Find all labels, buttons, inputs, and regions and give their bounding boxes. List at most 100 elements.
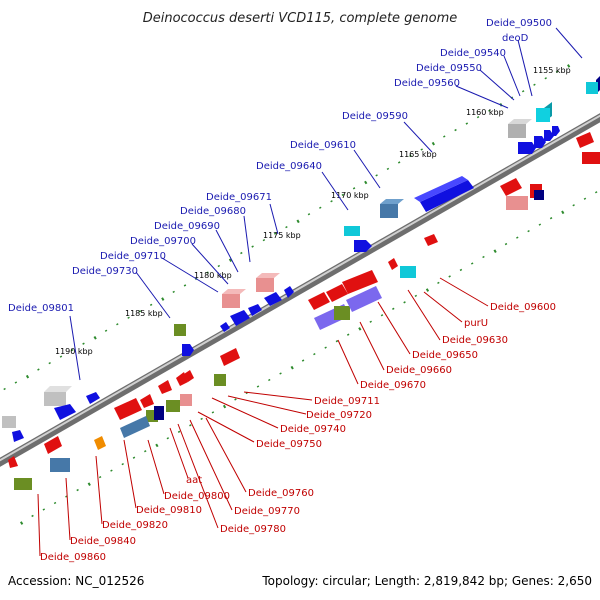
scale-dot — [127, 316, 130, 319]
gene-block[interactable] — [424, 234, 438, 246]
gene-block[interactable] — [576, 132, 594, 148]
gene-block[interactable] — [414, 176, 474, 212]
gene-block[interactable] — [230, 310, 250, 326]
gene-block[interactable] — [114, 398, 142, 420]
gene-block[interactable] — [400, 266, 416, 278]
gene-block[interactable] — [264, 292, 282, 306]
gene-block[interactable] — [500, 178, 522, 196]
gene-block[interactable] — [12, 430, 24, 442]
gene-block[interactable] — [346, 286, 382, 312]
scale-dot — [561, 210, 565, 215]
scale-dot — [330, 200, 333, 203]
tick-label: 1180 kbp — [194, 271, 232, 280]
gene-label: deoD — [502, 33, 529, 44]
scale-dot — [93, 336, 97, 340]
tick-label: 1185 kbp — [125, 309, 163, 318]
scale-dot — [53, 501, 57, 505]
gene-labels-bottom: Deide_09600 purU Deide_09630 Deide_09650… — [40, 302, 556, 563]
gene-block[interactable] — [248, 304, 262, 316]
gene-label: Deide_09730 — [72, 266, 138, 277]
gene-block[interactable] — [508, 119, 532, 138]
scale-dot — [544, 77, 547, 80]
gene-block[interactable] — [14, 478, 32, 490]
scale-dot — [567, 64, 571, 68]
gene-block[interactable] — [354, 240, 372, 252]
scale-dot — [482, 255, 485, 259]
gene-block[interactable] — [530, 184, 544, 200]
gene-block[interactable] — [380, 199, 404, 218]
gene-label: Deide_09690 — [154, 221, 220, 232]
gene-label: Deide_09740 — [280, 424, 346, 435]
gene-label: Deide_09610 — [290, 140, 356, 151]
scale-dot — [189, 424, 192, 427]
gene-block[interactable] — [334, 306, 350, 320]
gene-block[interactable] — [140, 394, 154, 408]
scale-dot — [183, 284, 187, 287]
gene-label: Deide_09550 — [416, 63, 482, 74]
gene-block[interactable] — [256, 273, 280, 292]
gene-block[interactable] — [184, 370, 194, 382]
gene-block[interactable] — [308, 292, 330, 310]
scale-dot — [240, 251, 243, 255]
gene-block[interactable] — [214, 374, 226, 386]
gene-block[interactable] — [54, 404, 76, 420]
gene-block[interactable] — [174, 324, 186, 336]
gene-block[interactable] — [158, 380, 172, 394]
gene-block[interactable] — [582, 152, 600, 164]
gene-block[interactable] — [536, 102, 552, 122]
gene-block[interactable] — [344, 226, 360, 236]
gene-block[interactable] — [388, 258, 398, 270]
gene-block[interactable] — [2, 416, 16, 428]
scale-dot — [3, 387, 6, 391]
gene-block[interactable] — [44, 436, 62, 454]
gene-block[interactable] — [50, 458, 70, 472]
gene-block[interactable] — [94, 436, 106, 450]
gene-block[interactable] — [222, 289, 246, 308]
scale-dotted-lines — [3, 64, 598, 525]
scale-dot — [262, 238, 266, 242]
gene-block[interactable] — [342, 270, 378, 294]
scale-dot — [476, 115, 480, 119]
gene-block[interactable] — [586, 76, 600, 94]
gene-label: Deide_09760 — [248, 488, 314, 499]
gene-block[interactable] — [220, 322, 230, 332]
gene-block[interactable] — [154, 406, 164, 420]
gene-block[interactable] — [326, 284, 348, 302]
tick-label: 1170 kbp — [331, 191, 369, 200]
scale-dot — [177, 430, 181, 433]
gene-label: Deide_09780 — [220, 524, 286, 535]
scale-dot — [375, 174, 378, 177]
scale-dot — [454, 128, 457, 132]
gene-block[interactable] — [220, 348, 240, 366]
gene-block[interactable] — [506, 196, 528, 210]
gene-block[interactable] — [284, 286, 294, 298]
scale-dot — [324, 346, 327, 349]
scale-dot — [470, 262, 474, 265]
gene-block[interactable] — [180, 394, 192, 406]
scale-dot — [37, 368, 40, 371]
gene-block[interactable] — [182, 344, 194, 356]
scale-dot — [166, 437, 170, 440]
scale-dot — [516, 236, 519, 239]
scale-dot — [443, 135, 446, 138]
scale-dot — [161, 297, 165, 301]
gene-block[interactable] — [518, 142, 536, 154]
gene-block[interactable] — [120, 416, 150, 438]
tick-label: 1155 kbp — [533, 66, 571, 75]
scale-dot — [380, 314, 384, 317]
gene-block[interactable] — [534, 136, 546, 148]
tick-label: 1165 kbp — [399, 150, 437, 159]
scale-dot — [386, 167, 390, 171]
scale-dot — [87, 482, 91, 487]
scale-dot — [397, 161, 401, 164]
gene-block[interactable] — [8, 456, 18, 468]
gene-block[interactable] — [86, 392, 100, 404]
scale-dot — [583, 197, 587, 200]
gene-block[interactable] — [166, 400, 180, 412]
gene-label: aat — [186, 475, 202, 486]
gene-block[interactable] — [552, 126, 560, 136]
scale-dot — [504, 242, 508, 246]
gene-block[interactable] — [44, 386, 72, 406]
gene-block[interactable] — [544, 130, 554, 141]
